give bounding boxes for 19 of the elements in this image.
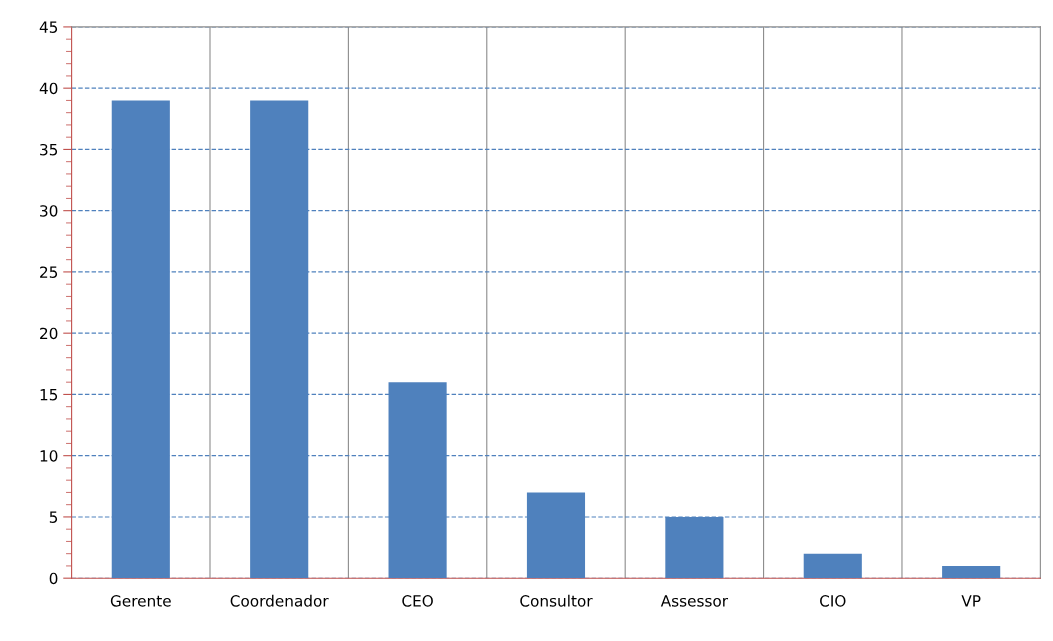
y-tick-label: 5 [49,511,58,523]
y-tick-label: 0 [49,572,58,585]
bar [942,565,1001,579]
y-tick-label: 45 [39,21,58,33]
x-tick-label: Consultor [520,594,593,607]
x-tick-label: CEO [402,595,433,607]
y-tick-label: 15 [40,389,58,401]
y-tick-label: 10 [40,450,58,462]
y-tick-label: 40 [39,82,58,95]
x-tick-label: Assessor [660,595,729,607]
y-tick-label: 20 [40,327,58,340]
x-tick-label: VP [961,595,981,607]
bar [803,553,862,579]
y-tick-label: 25 [40,266,58,278]
x-tick-label: CIO [820,595,846,607]
x-tick-label: Gerente [110,595,171,607]
x-tick-label: Coordenador [230,594,329,607]
y-tick-label: 30 [40,205,58,217]
y-tick-label: 35 [40,143,58,156]
